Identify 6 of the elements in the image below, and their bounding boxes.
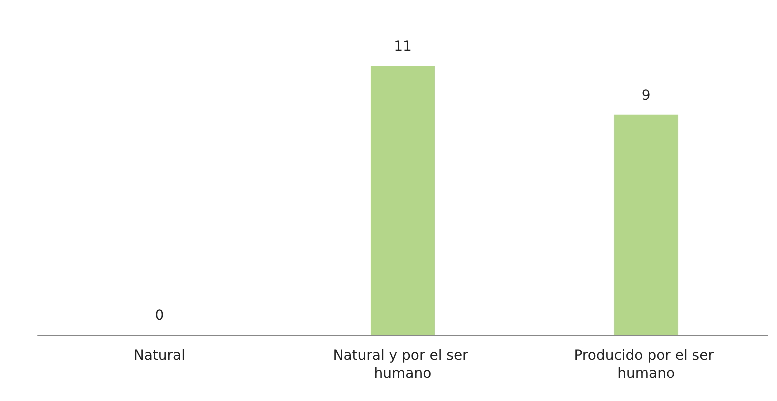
data-label: 0 (155, 308, 164, 324)
x-tick-label: Natural y por el ser humano (333, 348, 473, 382)
data-label: 11 (394, 39, 412, 55)
x-tick-label: Natural (134, 348, 186, 364)
x-tick-label: Producido por el ser humano (574, 348, 718, 382)
data-label: 9 (642, 88, 651, 104)
